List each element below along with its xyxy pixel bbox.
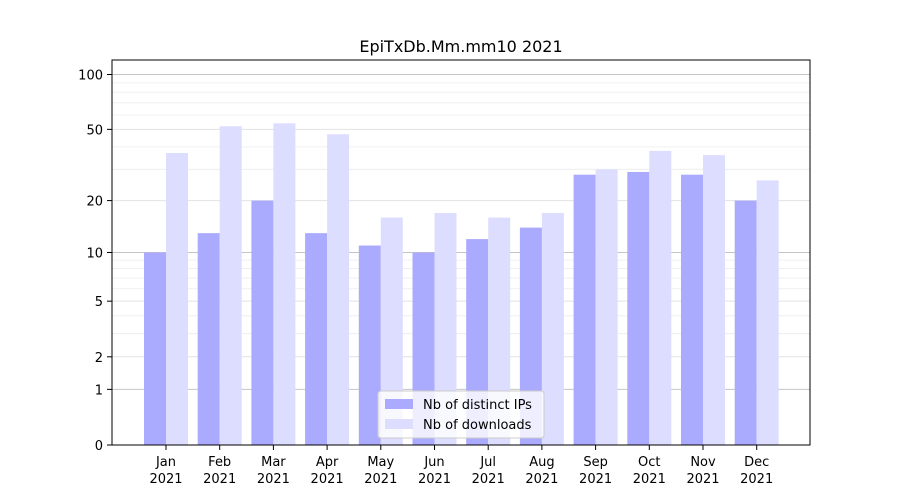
x-tick-label-month: Jul — [479, 455, 496, 470]
bar-downloads — [327, 134, 350, 445]
x-tick-label-year: 2021 — [311, 472, 344, 487]
chart-title: EpiTxDb.Mm.mm10 2021 — [359, 37, 562, 56]
bar-downloads — [488, 217, 511, 445]
x-tick-label-year: 2021 — [633, 472, 666, 487]
legend-swatch — [385, 399, 413, 409]
x-tick-label-year: 2021 — [579, 472, 612, 487]
legend-label: Nb of downloads — [423, 418, 532, 433]
bar-ips — [573, 174, 596, 446]
y-tick-label: 2 — [95, 351, 103, 366]
bar-ips — [197, 233, 220, 445]
legend-label: Nb of distinct IPs — [423, 398, 532, 413]
x-tick-label-month: Aug — [529, 455, 554, 470]
bars — [144, 123, 779, 446]
bar-downloads — [219, 126, 242, 445]
legend: Nb of distinct IPs Nb of downloads — [377, 390, 545, 439]
y-tick-label: 100 — [78, 69, 103, 84]
x-tick-label-month: Feb — [208, 455, 231, 470]
x-tick-label-year: 2021 — [740, 472, 773, 487]
x-axis: Jan 2021 Feb 2021 Mar 2021 Apr 2021 May 2021 Jun 20… — [149, 445, 773, 487]
x-tick-label-month: Sep — [583, 455, 608, 470]
y-tick-label: 1 — [95, 383, 103, 398]
x-tick-label-month: Jan — [155, 455, 176, 470]
x-tick-label-month: Mar — [261, 455, 286, 470]
bar-ips — [251, 200, 274, 445]
bar-downloads — [541, 212, 564, 445]
bar-downloads — [273, 123, 296, 445]
bar-ips — [358, 245, 381, 445]
plot-frame — [111, 59, 811, 446]
legend-box — [377, 390, 545, 439]
bar-downloads — [166, 152, 188, 445]
bar-ips — [681, 174, 703, 446]
x-tick-label-year: 2021 — [686, 472, 719, 487]
x-tick-label-month: May — [367, 455, 394, 470]
y-tick-label: 0 — [95, 439, 103, 454]
bar-downloads — [380, 217, 403, 445]
x-tick-label-month: Jun — [423, 455, 444, 470]
x-tick-label-month: Apr — [316, 455, 339, 470]
y-tick-label: 10 — [86, 247, 103, 262]
x-tick-label-year: 2021 — [203, 472, 236, 487]
x-tick-label-year: 2021 — [364, 472, 397, 487]
bar-downloads — [434, 212, 457, 445]
x-tick-label-year: 2021 — [149, 472, 182, 487]
y-tick-label: 5 — [95, 295, 103, 310]
bar-downloads — [703, 155, 725, 446]
y-tick-label: 50 — [86, 123, 103, 138]
x-tick-label-year: 2021 — [418, 472, 451, 487]
bar-ips — [144, 252, 166, 445]
bar-downloads — [756, 180, 779, 446]
x-tick-label-month: Dec — [744, 455, 769, 470]
bar-ips — [627, 171, 650, 445]
bar-downloads — [649, 150, 672, 445]
bar-ips — [305, 233, 328, 445]
x-tick-label-year: 2021 — [472, 472, 505, 487]
x-tick-label-month: Nov — [690, 455, 716, 470]
x-tick-label-month: Oct — [638, 455, 660, 470]
bar-ips — [734, 200, 757, 445]
legend-swatch — [385, 419, 413, 429]
bar-downloads — [595, 169, 618, 445]
y-tick-label: 20 — [86, 195, 103, 210]
y-axis: 0 1 2 5 10 20 50 100 — [78, 69, 112, 454]
x-tick-label-year: 2021 — [257, 472, 290, 487]
x-tick-label-year: 2021 — [525, 472, 558, 487]
